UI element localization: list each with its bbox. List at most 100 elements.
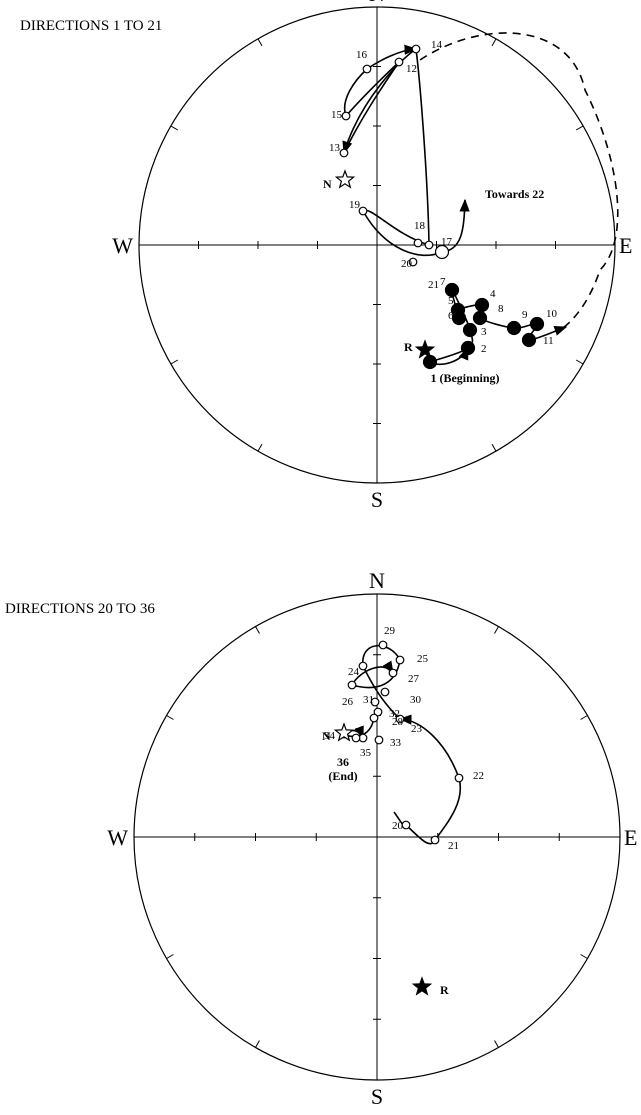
point: [347, 680, 357, 690]
point: [374, 735, 384, 745]
point-label: 2: [481, 343, 487, 355]
point-label: 18: [414, 220, 426, 232]
trajectory: [343, 44, 418, 154]
point-label: 29: [384, 625, 396, 637]
star-label: N: [322, 729, 331, 743]
point-label: 13: [329, 142, 341, 154]
compass-s: S: [371, 487, 383, 512]
point: [474, 297, 490, 313]
point-label: 10: [546, 308, 558, 320]
point-label: 33: [390, 737, 402, 749]
point-label: 3: [481, 326, 487, 338]
rim-tick: [494, 1040, 499, 1048]
point: [444, 282, 460, 298]
point-label: 17: [441, 236, 453, 248]
point-label: 31: [363, 694, 374, 706]
point-label: 20: [392, 820, 404, 832]
compass-e: E: [624, 825, 637, 850]
note: Towards 22: [485, 187, 544, 201]
point: [462, 322, 478, 338]
compass-w: W: [112, 233, 133, 258]
point-label: 35: [360, 747, 372, 759]
point-label: 19: [349, 199, 361, 211]
rim-tick: [170, 359, 179, 365]
star: [411, 976, 433, 996]
point: [373, 707, 383, 717]
point: [424, 240, 434, 250]
point-label: 5: [448, 295, 454, 307]
rim-tick: [575, 125, 584, 131]
point-label: 4: [490, 288, 496, 300]
compass-n: N: [369, 568, 385, 593]
point: [472, 310, 488, 326]
point: [411, 44, 421, 54]
point-label: 32: [389, 708, 400, 720]
star-label: N: [323, 177, 332, 191]
point: [430, 835, 440, 845]
point-label: 30: [410, 694, 422, 706]
point: [434, 244, 450, 260]
point: [358, 206, 368, 216]
point: [521, 332, 537, 348]
rim-tick: [491, 38, 497, 47]
point-label: 28: [392, 716, 404, 728]
point: [369, 713, 379, 723]
rim-tick: [255, 626, 260, 634]
star: [334, 169, 356, 189]
trajectory: [342, 47, 443, 257]
compass-e: E: [619, 233, 632, 258]
point: [362, 64, 372, 74]
point: [408, 257, 418, 267]
point: [451, 310, 467, 326]
point-label: 14: [431, 39, 443, 51]
point: [380, 687, 390, 697]
star-label: R: [440, 983, 449, 997]
point: [413, 238, 423, 248]
point: [460, 340, 476, 356]
point: [370, 697, 380, 707]
compass-w: W: [107, 825, 128, 850]
point: [401, 820, 411, 830]
point-label: 34: [324, 730, 336, 742]
point: [395, 655, 405, 665]
point: [395, 714, 405, 724]
point: [358, 661, 368, 671]
point: [341, 111, 351, 121]
point-label: 23: [411, 723, 423, 735]
point: [454, 773, 464, 783]
point-label: 15: [331, 109, 343, 121]
point-label: 20: [401, 258, 413, 270]
point-label: 6: [448, 310, 454, 322]
point-label: 7: [440, 276, 446, 288]
point-label: 16: [356, 49, 368, 61]
point-label: 24: [348, 666, 360, 678]
point-label: 21: [428, 279, 439, 291]
rim-tick: [494, 626, 499, 634]
point: [388, 668, 398, 678]
star-label: R: [404, 340, 413, 354]
point: [351, 733, 361, 743]
compass-n: N: [369, 0, 385, 6]
point-label: 11: [543, 335, 554, 347]
point: [378, 640, 388, 650]
rim-tick: [170, 125, 179, 131]
point: [394, 57, 404, 67]
rim-tick: [166, 954, 174, 959]
point: [529, 316, 545, 332]
rim-tick: [580, 954, 588, 959]
rim-tick: [491, 443, 497, 452]
rim-tick: [255, 1040, 260, 1048]
rim-tick: [580, 715, 588, 720]
point-label: 1 (Beginning): [430, 371, 499, 385]
point-note: (End): [328, 769, 357, 783]
star: [414, 339, 436, 359]
point: [506, 320, 522, 336]
compass-s: S: [371, 1084, 383, 1109]
point-label: 36: [337, 755, 349, 769]
point: [339, 148, 349, 158]
star: [333, 722, 355, 742]
point-label: 26: [342, 696, 354, 708]
panel-title: DIRECTIONS 20 TO 36: [5, 601, 155, 617]
point-label: 21: [448, 840, 459, 852]
